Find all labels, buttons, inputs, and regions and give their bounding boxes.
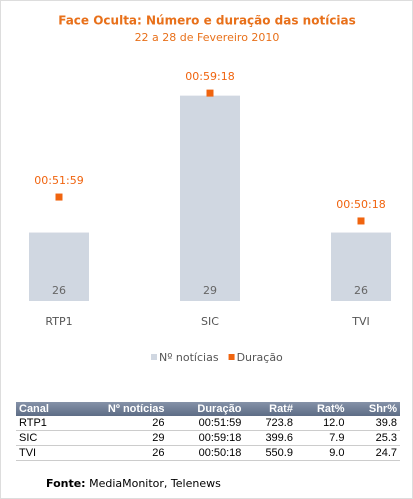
table-cell: 00:51:59 <box>167 416 245 431</box>
table-cell: 00:50:18 <box>167 445 245 461</box>
legend-swatch <box>151 354 157 360</box>
x-tick-label: RTP1 <box>45 315 72 328</box>
marker <box>55 193 63 201</box>
bar <box>29 232 89 301</box>
legend-label: Nº notícias <box>159 351 219 364</box>
table-cell: 29 <box>71 430 168 446</box>
bar <box>180 95 240 302</box>
table-cell: SIC <box>16 430 72 446</box>
legend-swatch <box>228 354 235 360</box>
data-label: 00:59:18 <box>185 70 234 83</box>
data-label: 29 <box>203 284 217 297</box>
data-label: 00:50:18 <box>336 198 385 211</box>
table-cell: 9.0 <box>295 445 348 461</box>
column-header: Rat# <box>244 402 296 416</box>
legend-label: Duração <box>237 351 283 364</box>
table-cell: 550.9 <box>244 445 296 461</box>
data-label: 00:51:59 <box>34 174 83 187</box>
column-header: Nº notícias <box>71 402 168 416</box>
source-text: MediaMonitor, Telenews <box>89 477 221 490</box>
table-row: RTP1 26 00:51:59 723.8 12.0 39.8 <box>16 416 400 431</box>
table-cell: TVI <box>16 445 72 461</box>
table-row: TVI 26 00:50:18 550.9 9.0 24.7 <box>16 445 400 461</box>
column-header: Rat% <box>295 402 348 416</box>
marker <box>357 217 365 225</box>
table-cell: 723.8 <box>244 416 296 431</box>
source-label: Fonte: <box>46 477 86 490</box>
bar <box>331 232 391 301</box>
table-cell: 26 <box>71 445 168 461</box>
column-header: Duração <box>167 402 245 416</box>
column-header: Canal <box>16 402 72 416</box>
table-cell: 12.0 <box>295 416 348 431</box>
table-cell: 7.9 <box>295 430 348 446</box>
table-cell: 26 <box>71 416 168 431</box>
data-table: Canal Nº notícias Duração Rat# Rat% Shr% RTP1 2… <box>16 402 400 461</box>
chart-subtitle: 22 a 28 de Fevereiro 2010 <box>135 31 280 44</box>
column-header: Shr% <box>347 402 400 416</box>
data-label: 26 <box>52 284 66 297</box>
table-cell: 24.7 <box>347 445 400 461</box>
table-cell: 39.8 <box>347 416 400 431</box>
table-row: SIC 29 00:59:18 399.6 7.9 25.3 <box>16 430 400 446</box>
chart-title: Face Oculta: Número e duração das notíci… <box>58 14 356 28</box>
table-cell: 25.3 <box>347 430 400 446</box>
table-cell: 399.6 <box>244 430 296 446</box>
table-cell: 00:59:18 <box>167 430 245 446</box>
table-cell: RTP1 <box>16 416 72 431</box>
x-tick-label: SIC <box>201 315 219 328</box>
data-label: 26 <box>354 284 368 297</box>
chart: Face Oculta: Número e duração das notíci… <box>29 14 391 364</box>
x-tick-label: TVI <box>351 315 370 328</box>
source: Fonte: MediaMonitor, Telenews <box>46 477 221 490</box>
marker <box>206 89 214 97</box>
